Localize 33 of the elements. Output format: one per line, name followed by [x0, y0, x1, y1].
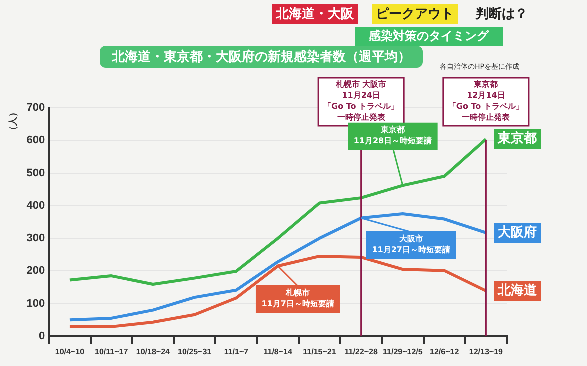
y-tick-label: 0 — [39, 330, 46, 342]
x-tick-label: 11/1~7 — [224, 347, 250, 356]
chart-title: 北海道・東京都・大阪府の新規感染者数（週平均） — [100, 46, 423, 68]
series-label: 北海道 — [497, 283, 538, 298]
text: ピークアウト — [372, 4, 458, 24]
annotation: 東京都 11月28日～時短要請 — [354, 126, 432, 146]
y-tick-label: 700 — [26, 102, 46, 114]
y-axis-title: （人） — [8, 108, 18, 135]
ref-line-label: 札幌市 大阪市11月24日「Go To トラベル」一時停止発表 — [324, 79, 400, 122]
text: 判断は？ — [474, 6, 529, 24]
chart-subtitle: 感染対策のタイミング — [355, 27, 503, 46]
x-tick-label: 12/13~19 — [469, 347, 504, 356]
y-tick-label: 200 — [26, 265, 46, 278]
x-tick-label: 10/25~31 — [178, 347, 212, 356]
x-tick-label: 10/18~24 — [136, 347, 171, 356]
y-tick-label: 100 — [26, 298, 46, 310]
y-tick-label: 300 — [26, 232, 46, 245]
x-tick-label: 11/22~28 — [344, 347, 378, 356]
x-tick-label: 11/29~12/5 — [383, 347, 424, 356]
x-tick-label: 12/6~12 — [430, 347, 460, 356]
x-tick-label: 11/15~21 — [303, 347, 337, 356]
x-tick-label: 10/11~17 — [95, 347, 129, 356]
x-tick-label: 10/4~10 — [55, 347, 86, 356]
x-tick-label: 11/8~14 — [264, 347, 293, 356]
annotation: 大阪市 11月27日～時短要請 — [372, 233, 450, 254]
y-tick-label: 500 — [26, 167, 46, 180]
y-tick-label: 400 — [26, 200, 46, 212]
series-label: 東京都 — [497, 130, 538, 147]
text: 北海道・大阪 — [272, 4, 358, 24]
y-tick-label: 600 — [26, 134, 46, 147]
ref-line-label: 東京都12月14日「Go To トラベル」一時停止発表 — [448, 80, 524, 122]
annotation: 札幌市 11月7日～時短要請 — [262, 287, 334, 308]
series-label: 大阪府 — [498, 224, 538, 240]
